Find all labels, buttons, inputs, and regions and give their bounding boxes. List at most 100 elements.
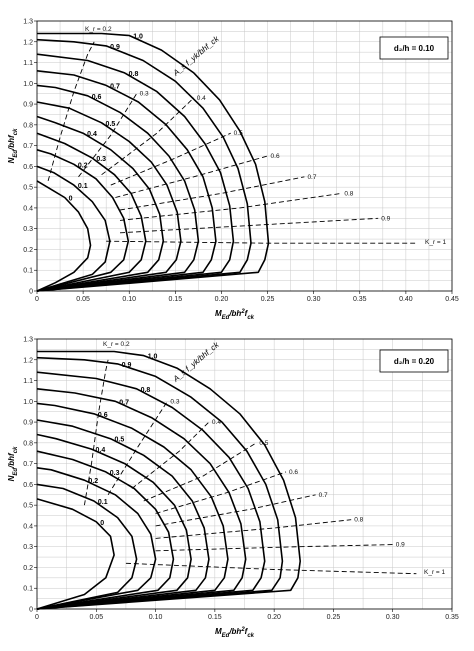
y-tick-label: 0 [29,289,33,296]
kr-line-label: 0.4 [197,95,206,102]
curve-label: 0.2 [88,478,98,485]
x-tick-label: 0.05 [89,614,103,621]
kr-line-label: 0.7 [319,492,328,499]
kr-line [155,494,316,527]
y-tick-label: 0.2 [23,565,33,572]
y-axis-title: NEd/bhfck [7,128,19,163]
y-tick-label: 1.0 [23,399,33,406]
x-tick-label: 0.20 [267,614,281,621]
kr-line-label: 0.8 [344,190,353,197]
x-axis-title: MEd/bh2fck [215,627,255,639]
kr-line-label: 0.4 [212,419,221,426]
y-tick-label: 0.2 [23,247,33,254]
interaction-curve [36,70,217,292]
interaction-chart-bottom: 0 0.05 0.10 0.15 0.20 0.25 0.30 0.35 0 0.1 0.2 0.3 0… [0,322,474,651]
annotation-text: d₂/h = 0.20 [394,357,435,366]
curve-label: 0.5 [106,121,116,128]
y-tick-label: 0.7 [23,461,33,468]
y-tick-label: 0.9 [23,102,33,109]
kr-line [155,471,287,514]
x-tick-label: 0 [35,296,39,303]
kr-lines: 0.3 0.4 0.5 0.6 0.7 0.8 0.9 [47,41,416,244]
x-tick-label: 0.45 [445,296,459,303]
kr-bottom-label: K_r = 1 [425,239,447,246]
curve-label: 0.1 [98,499,108,506]
interaction-curve [36,388,247,610]
y-axis-title: NEd/bhfck [7,446,19,481]
kr-line [83,359,109,506]
y-tick-label: 0.6 [23,164,33,171]
interaction-curves: 0 0.1 0.2 0.3 0.4 0.5 0.6 0.7 0.8 0.9 1.0 [36,350,301,610]
x-axis-title: MEd/bh2fck [215,309,255,321]
kr-line-label: 0.8 [354,517,363,524]
curve-label: 0.7 [119,399,129,406]
y-tick-label: 0.8 [23,122,33,129]
y-tick-label: 0.5 [23,503,33,510]
steel-ratio-label: A_s f_yk/bhf_ck [171,34,222,78]
interaction-curve [36,498,115,610]
y-tick-label: 0.7 [23,143,33,150]
interaction-curve [36,101,182,292]
curve-label: 1.0 [148,354,158,361]
y-tick-label: 0.8 [23,440,33,447]
curve-label: 0.8 [129,71,139,78]
kr-bottom-label: K_r = 1 [424,569,446,576]
kr-line [143,442,257,502]
curve-label: 1.0 [133,34,143,41]
y-tick-label: 1.2 [23,357,33,364]
x-tick-label: 0.25 [327,614,341,621]
curve-label: 0.3 [110,470,120,477]
annotation-box [379,36,449,60]
y-tick-label: 0 [29,607,33,614]
y-tick-label: 0.3 [23,226,33,233]
kr-line [106,240,416,244]
interaction-curve [36,115,165,292]
chart-svg-top: 0 0.05 0.10 0.15 0.20 0.25 0.30 0.35 0.40 0.4500.… [7,19,459,322]
interaction-curve [36,356,284,610]
curve-label: 0.7 [110,83,120,90]
kr-line-label: 0.5 [234,130,243,137]
curve-label: 0.5 [115,437,125,444]
interaction-curve [36,53,235,292]
kr-line [131,421,210,489]
x-tick-label: 0.30 [386,614,400,621]
annotation-text: d₂/h = 0.10 [394,44,435,53]
interaction-curve [36,38,252,292]
chart-svg-bottom: 0 0.05 0.10 0.15 0.20 0.25 0.30 0.3500.10.20.30… [7,337,459,640]
interaction-curve [36,84,200,292]
interaction-curve [36,132,147,292]
y-tick-label: 0.4 [23,523,33,530]
x-tick-label: 0.35 [353,296,367,303]
interaction-curve [36,419,210,610]
x-tick-label: 0.35 [445,614,459,621]
interaction-curve [36,350,301,610]
curve-label: 0.1 [78,183,88,190]
kr-line-label: 0.6 [289,469,298,476]
x-tick-label: 0.10 [122,296,136,303]
x-tick-label: 0.25 [261,296,275,303]
curve-label: 0.4 [87,131,97,138]
y-tick-label: 1.0 [23,81,33,88]
curve-label: 0.4 [96,447,106,454]
y-tick-label: 0.1 [23,586,33,593]
kr-line-label: 0.9 [381,215,390,222]
kr-line [107,401,168,496]
y-tick-label: 0.9 [23,420,33,427]
x-tick-label: 0.20 [215,296,229,303]
y-tick-label: 1.3 [23,19,33,26]
x-tick-label: 0 [35,614,39,621]
kr-line [155,519,352,539]
x-tick-label: 0.05 [76,296,90,303]
interaction-curve [36,165,111,292]
interaction-curves: 0 0.1 0.2 0.3 0.4 0.5 0.6 0.7 0.8 0.9 1.0 [36,32,270,292]
kr-lines: 0.3 0.4 0.5 0.6 0.7 0.8 0.9 [83,359,417,575]
x-tick-label: 0.10 [149,614,163,621]
curve-label: 0.3 [96,156,106,163]
curve-label: 0.6 [92,94,102,101]
y-tick-label: 1.1 [23,60,33,67]
y-tick-label: 1.3 [23,337,33,344]
curve-label: 0 [69,196,73,203]
plot-frame [36,20,453,292]
curve-label: 0.9 [110,44,120,51]
kr-line [78,93,137,178]
